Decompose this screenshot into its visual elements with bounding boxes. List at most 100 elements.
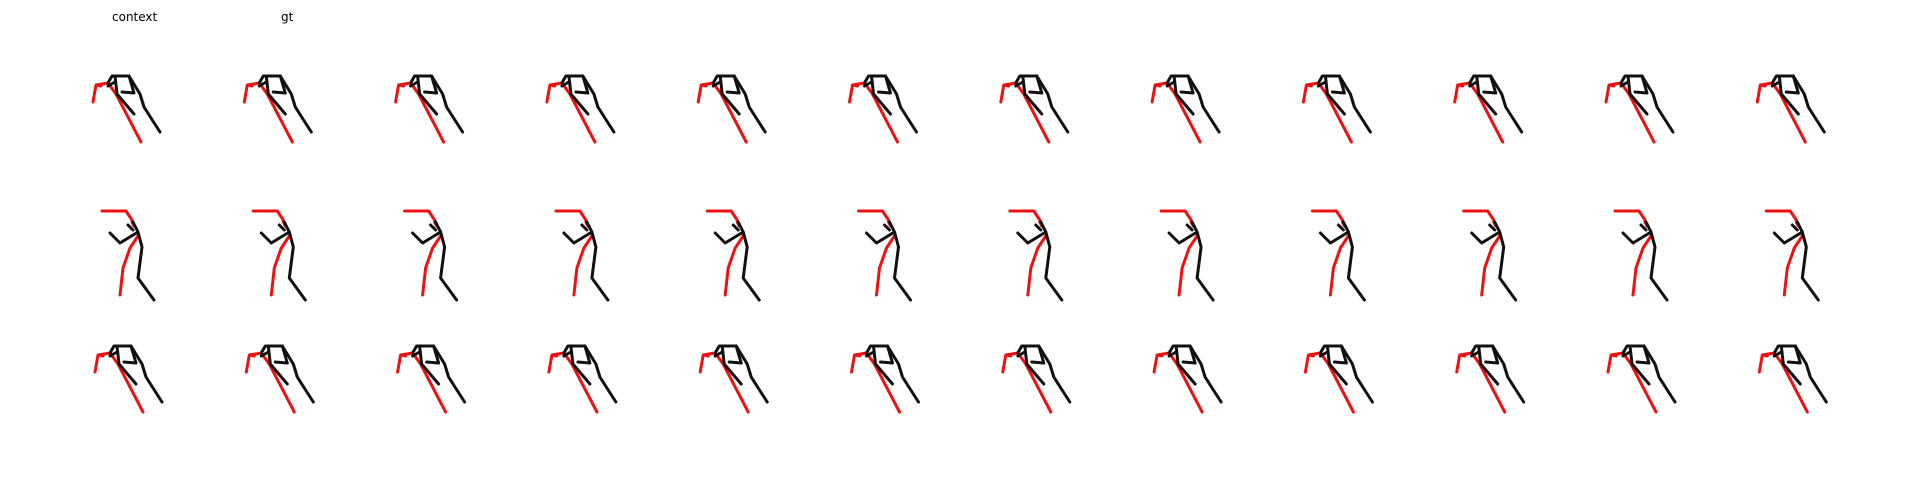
right-limb-r1-c9-s3 [1316,74,1341,85]
left-limb-r2-c1-s1 [118,234,140,297]
left-limb-r3-c5-s1 [702,353,710,358]
right-limb-r1-c7-s3 [1014,74,1039,85]
right-limb-r3-c5-s3 [713,344,738,355]
skeleton-r1-c1 [91,74,162,144]
right-limb-r1-c10-s6 [1489,74,1524,134]
right-limb-r3-c11-s7 [1621,350,1632,358]
right-limb-r2-c3-s4 [439,230,459,302]
right-limb-r2-c7-s5 [1034,223,1043,232]
right-limb-r3-c8-s4 [1181,344,1197,365]
left-limb-r1-c7-s1 [1003,83,1011,88]
right-limb-r1-c5-s6 [732,74,767,134]
left-limb-r2-c4-s1 [572,234,594,297]
right-limb-r2-c10-s5 [1488,223,1497,232]
left-limb-r3-c7-s1 [1005,353,1013,358]
right-limb-r3-c2-s3 [259,344,284,355]
context-label: context [112,10,158,24]
skeleton-r2-c10 [1462,209,1518,302]
skeleton-r1-c10 [1453,74,1524,144]
right-limb-r1-c5-s4 [725,74,741,95]
left-limb-r2-c1-s0 [100,209,134,222]
right-limb-r3-c11-s6 [1642,344,1677,404]
right-limb-r2-c10-s4 [1498,230,1518,302]
right-limb-r3-c9-s6 [1339,344,1374,404]
left-limb-r3-c9-s1 [1307,353,1315,358]
right-limb-r1-c1-s6 [127,74,162,134]
skeleton-r1-c8 [1150,74,1221,144]
right-limb-r1-c7-s6 [1035,74,1070,134]
right-limb-r3-c11-s4 [1635,344,1651,365]
skeleton-r2-c6 [857,209,912,302]
left-limb-r1-c9-s1 [1305,83,1313,88]
left-limb-r1-c1-s1 [95,83,103,88]
right-limb-r2-c5-s4 [741,230,761,302]
left-limb-r1-c6-s1 [852,83,859,88]
right-limb-r2-c8-s4 [1195,230,1215,302]
right-limb-r2-c11-s4 [1649,230,1669,302]
right-limb-r2-c11-s3 [1621,220,1653,245]
left-limb-r2-c3-s0 [403,209,437,222]
right-limb-r3-c5-s6 [734,344,769,404]
right-limb-r3-c8-s7 [1167,350,1178,358]
right-limb-r2-c12-s3 [1772,220,1804,245]
skeleton-r3-c9 [1303,344,1374,414]
left-limb-r1-c10-s1 [1457,83,1465,88]
skeleton-r1-c12 [1755,74,1826,144]
left-limb-r3-c12-s1 [1761,353,1769,358]
left-limb-r1-c3-s1 [398,83,406,88]
right-limb-r1-c9-s7 [1316,80,1327,88]
right-limb-r2-c2-s4 [287,230,307,302]
skeleton-r3-c12 [1757,344,1828,414]
skeleton-r1-c6 [848,74,918,144]
skeleton-r2-c1 [100,209,156,302]
left-limb-r2-c12-s0 [1764,209,1798,222]
right-limb-r3-c8-s6 [1188,344,1223,404]
skeleton-r2-c12 [1764,209,1820,302]
right-limb-r1-c12-s6 [1791,74,1826,134]
right-limb-r3-c6-s4 [879,344,894,365]
right-limb-r2-c2-s5 [277,223,286,232]
left-limb-r3-c10-s1 [1459,353,1467,358]
right-limb-r2-c9-s4 [1346,230,1366,302]
right-limb-r3-c11-s3 [1621,344,1646,355]
right-limb-r3-c7-s3 [1016,344,1041,355]
right-limb-r3-c3-s6 [432,344,467,404]
left-limb-r2-c11-s0 [1613,209,1647,222]
left-limb-r2-c11-s1 [1631,234,1653,297]
right-limb-r3-c1-s4 [122,344,138,365]
left-limb-r3-c2-s1 [248,353,256,358]
right-limb-r3-c10-s7 [1470,350,1481,358]
left-limb-r1-c5-s1 [700,83,708,88]
right-limb-r3-c5-s7 [713,350,724,358]
right-limb-r2-c9-s3 [1318,220,1350,245]
left-limb-r3-c11-s1 [1610,353,1618,358]
skeleton-r1-c11 [1604,74,1675,144]
right-limb-r1-c11-s6 [1640,74,1675,134]
right-limb-r3-c12-s4 [1786,344,1802,365]
right-limb-r3-c4-s3 [562,344,587,355]
left-limb-r2-c5-s1 [723,234,745,297]
right-limb-r1-c7-s7 [1014,80,1025,88]
right-limb-r1-c8-s6 [1186,74,1221,134]
skeleton-r3-c6 [850,344,920,414]
left-limb-r2-c2-s1 [269,234,291,297]
left-limb-r2-c8-s1 [1177,234,1199,297]
right-limb-r1-c1-s4 [120,74,136,95]
right-limb-r2-c4-s5 [580,223,589,232]
left-limb-r2-c9-s1 [1328,234,1350,297]
right-limb-r2-c6-s4 [893,230,912,302]
right-limb-r1-c7-s4 [1028,74,1044,95]
right-limb-r2-c4-s4 [590,230,610,302]
skeleton-r1-c2 [242,74,313,144]
right-limb-r2-c5-s5 [731,223,740,232]
right-limb-r3-c12-s7 [1772,350,1783,358]
left-limb-r1-c12-s1 [1759,83,1767,88]
skeleton-r1-c3 [394,74,465,144]
right-limb-r3-c6-s3 [865,344,889,355]
left-limb-r2-c2-s0 [251,209,285,222]
right-limb-r1-c2-s7 [257,80,268,88]
right-limb-r1-c4-s3 [560,74,585,85]
skeleton-r1-c5 [696,74,767,144]
right-limb-r1-c8-s3 [1165,74,1190,85]
